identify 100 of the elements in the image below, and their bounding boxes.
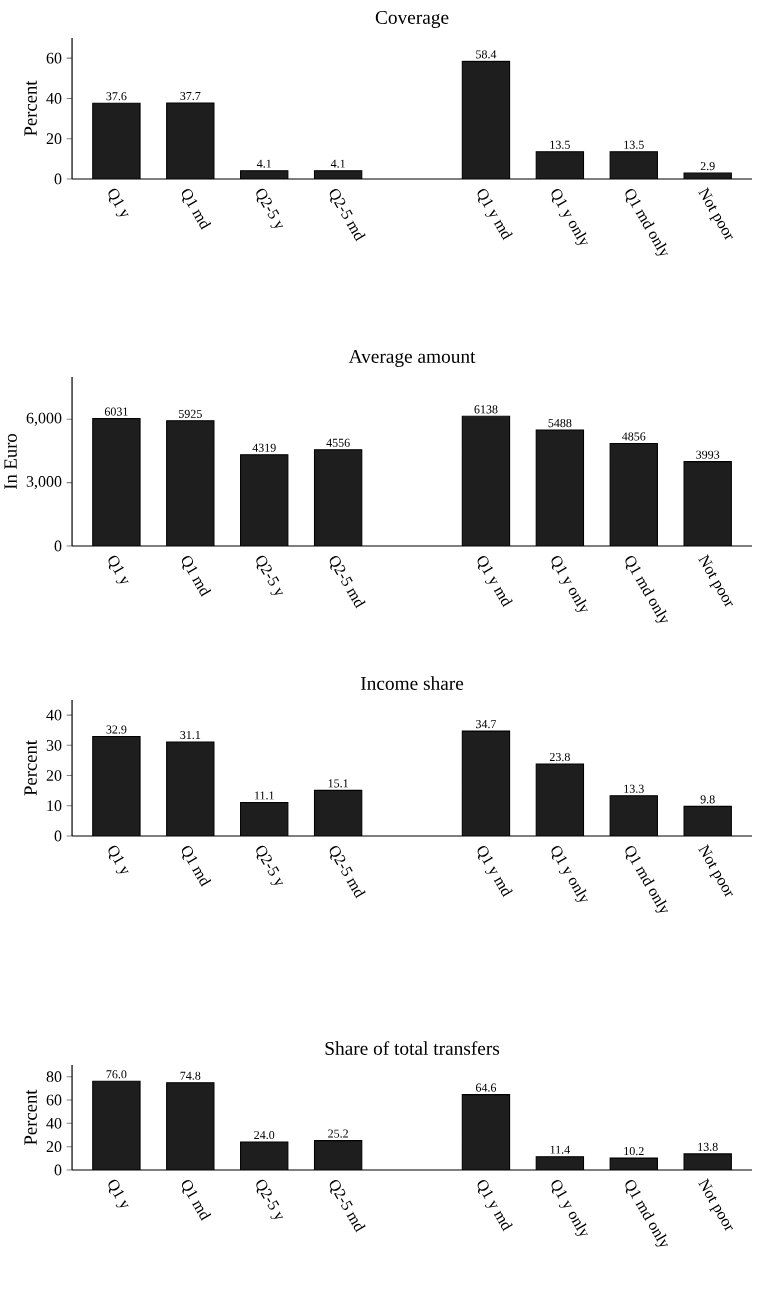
x-tick-label: Q1 md <box>181 556 212 597</box>
data-label: 5925 <box>178 409 202 418</box>
chart-title: Income share <box>360 676 464 690</box>
x-tick-label: Q1 y md <box>477 556 513 608</box>
bar <box>166 742 214 836</box>
bar <box>240 802 288 836</box>
y-tick-label: 60 <box>46 52 62 64</box>
bar <box>610 151 658 179</box>
y-tick-label: 0 <box>54 173 62 185</box>
data-label: 24.0 <box>254 1130 275 1140</box>
bar <box>610 443 658 546</box>
data-label: 11.4 <box>550 1145 570 1154</box>
y-tick-label: 3,000 <box>26 476 62 490</box>
y-tick-label: 40 <box>46 93 62 104</box>
x-tick-label: Q1 y only <box>551 189 588 245</box>
data-label: 74.8 <box>180 1071 201 1080</box>
y-axis-title: Percent <box>24 80 37 136</box>
data-label: 37.7 <box>180 92 201 101</box>
bar <box>92 1081 141 1170</box>
x-tick-label: Q1 y md <box>477 189 513 241</box>
y-axis-title: In Euro <box>4 433 17 490</box>
data-label: 9.8 <box>700 795 715 804</box>
x-tick-label: Q1 y only <box>551 556 588 612</box>
y-tick-label: 20 <box>46 770 62 781</box>
x-tick-label: Q1 md <box>181 1180 212 1221</box>
data-label: 2.9 <box>700 162 715 171</box>
data-label: 4856 <box>622 432 646 441</box>
x-tick-label: Q1 y only <box>551 1180 588 1236</box>
y-tick-label: 60 <box>46 1094 62 1106</box>
data-label: 58.4 <box>476 50 497 59</box>
data-label: 13.5 <box>550 140 570 149</box>
bar <box>462 416 510 546</box>
bar <box>314 449 362 546</box>
data-label: 4.1 <box>330 159 345 168</box>
x-tick-label: Q1 y <box>108 555 129 584</box>
data-label: 6138 <box>474 405 498 414</box>
data-label: 13.8 <box>698 1142 718 1151</box>
data-label: 23.8 <box>549 752 570 762</box>
y-tick-label: 0 <box>54 830 62 842</box>
data-label: 64.6 <box>475 1083 497 1092</box>
data-label: 31.1 <box>180 730 201 740</box>
x-tick-label: Q1 md only <box>625 189 669 256</box>
bar <box>166 1082 214 1170</box>
bar <box>536 430 584 546</box>
y-tick-label: 10 <box>47 800 62 812</box>
bar <box>166 103 214 179</box>
bar <box>240 454 288 546</box>
y-tick-label: 80 <box>46 1071 62 1083</box>
x-tick-label: Q1 md only <box>625 556 669 623</box>
bar <box>462 731 510 836</box>
bar <box>92 736 141 836</box>
x-tick-label: Q1 md <box>181 846 212 887</box>
data-label: 15.1 <box>328 779 348 788</box>
x-tick-label: Q1 y <box>108 188 129 217</box>
bar <box>536 151 584 179</box>
y-tick-label: 30 <box>46 739 62 751</box>
data-label: 4319 <box>252 443 276 452</box>
y-tick-label: 40 <box>46 1117 62 1129</box>
y-axis-title: Percent <box>24 1089 37 1145</box>
data-label: 10.2 <box>624 1147 644 1156</box>
bar <box>240 1142 288 1170</box>
data-label: 6031 <box>104 407 128 416</box>
chart-title: Average amount <box>348 350 476 367</box>
y-tick-label: 20 <box>46 1141 62 1153</box>
bar <box>314 1140 362 1170</box>
y-tick-label: 0 <box>54 1164 62 1176</box>
x-tick-label: Not poor <box>698 186 734 241</box>
x-tick-label: Not poor <box>698 553 734 608</box>
data-label: 34.7 <box>476 720 497 729</box>
x-tick-label: Q1 y only <box>551 846 588 902</box>
bar <box>683 461 732 546</box>
chart-title: Share of total transfers <box>325 1041 500 1055</box>
chart-title: Coverage <box>375 10 449 28</box>
bar <box>462 1094 510 1170</box>
data-label: 4.1 <box>256 159 271 168</box>
x-tick-label: Q1 y <box>108 1179 129 1208</box>
x-tick-label: Q1 y <box>108 845 129 874</box>
y-tick-label: 0 <box>54 540 62 552</box>
bar <box>92 103 141 179</box>
data-label: 3993 <box>696 450 720 459</box>
x-tick-label: Q1 y md <box>477 846 513 898</box>
data-label: 11.1 <box>254 791 274 800</box>
bar <box>462 61 510 179</box>
y-tick-label: 6,000 <box>26 412 62 426</box>
bar <box>166 420 214 546</box>
bar <box>314 790 362 836</box>
y-tick-label: 20 <box>46 133 62 145</box>
x-tick-label: Not poor <box>698 1177 734 1232</box>
data-label: 5488 <box>548 419 572 428</box>
x-tick-label: Q1 y md <box>477 1180 513 1232</box>
bar <box>610 795 658 836</box>
bar <box>536 764 584 836</box>
data-label: 25.2 <box>328 1129 348 1138</box>
data-label: 76.0 <box>106 1070 127 1079</box>
data-label: 4556 <box>326 438 350 447</box>
x-tick-label: Q1 md <box>181 189 212 230</box>
data-label: 13.3 <box>624 784 644 793</box>
bar <box>92 418 141 546</box>
bar <box>683 805 732 836</box>
y-axis-title: Percent <box>24 740 37 796</box>
